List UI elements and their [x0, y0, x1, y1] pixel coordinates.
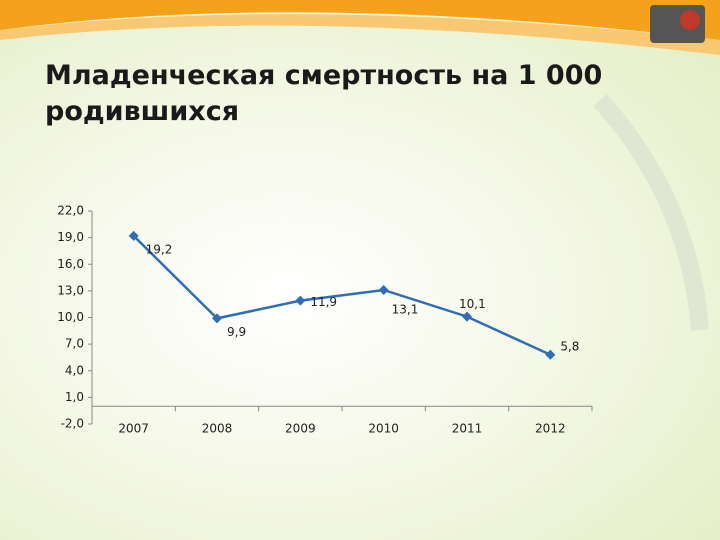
slide-title: Младенческая смертность на 1 000 родивши… [45, 60, 603, 127]
top-swoosh [0, 0, 720, 40]
data-label: 10,1 [459, 297, 486, 311]
x-tick-label: 2011 [452, 422, 483, 436]
marker [212, 313, 222, 324]
x-tick-label: 2009 [285, 422, 316, 436]
marker [545, 349, 556, 360]
marker [128, 230, 139, 241]
data-label: 9,9 [227, 325, 246, 339]
data-label: 11,9 [310, 295, 337, 309]
x-tick-label: 2007 [118, 422, 149, 436]
marker [378, 284, 389, 295]
y-tick-label: 10,0 [57, 310, 84, 324]
y-tick-label: 22,0 [57, 204, 84, 218]
data-label: 19,2 [146, 242, 173, 256]
icon-ball [680, 10, 700, 30]
x-tick-label: 2010 [368, 422, 399, 436]
y-tick-label: -2,0 [61, 417, 84, 431]
x-tick-label: 2008 [202, 422, 233, 436]
y-tick-label: 16,0 [57, 257, 84, 271]
y-tick-label: 13,0 [57, 283, 84, 297]
data-label: 13,1 [392, 302, 419, 316]
marker [462, 311, 472, 322]
deco-curve [593, 93, 709, 331]
series-line [132, 234, 551, 356]
data-label: 5,8 [560, 339, 579, 353]
y-tick-label: 19,0 [57, 230, 84, 244]
x-tick-label: 2012 [535, 422, 566, 436]
top-swoosh-light [0, 14, 720, 55]
y-tick-label: 4,0 [65, 363, 84, 377]
marker [295, 295, 306, 306]
y-tick-label: 1,0 [65, 390, 84, 404]
y-tick-label: 7,0 [65, 337, 84, 351]
